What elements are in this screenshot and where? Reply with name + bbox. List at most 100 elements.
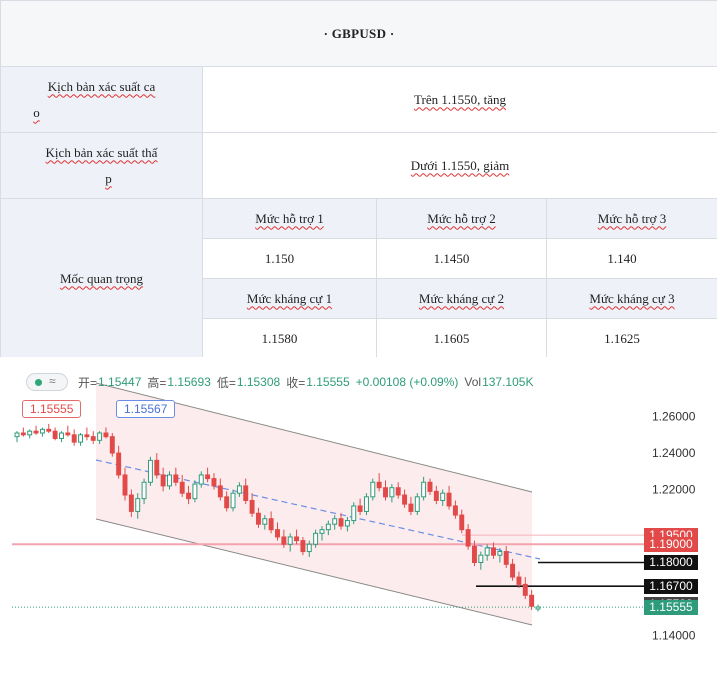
- candle-body: [376, 481, 382, 489]
- candle-body: [503, 551, 509, 565]
- y-tick-label: 1.22000: [652, 483, 696, 497]
- candle-body: [128, 494, 134, 512]
- candle-body: [478, 554, 484, 563]
- resistance-2-header: Mức kháng cự 2: [376, 278, 547, 319]
- key-levels-label: Mốc quan trọng: [0, 198, 203, 359]
- candle-body: [300, 540, 306, 553]
- candle-body: [383, 487, 388, 498]
- candle-body: [20, 432, 26, 436]
- candle-body: [414, 496, 420, 512]
- candle-body: [357, 505, 363, 512]
- ohlc-readout: 开= 1.15447 高= 1.15693 低= 1.15308 收= 1.15555 …: [78, 374, 539, 390]
- price-chart[interactable]: 1.26000 1.24000 1.22000 1.14000 ≈ 开= 1.15447…: [0, 357, 717, 678]
- price-tag: 1.19000: [644, 537, 698, 553]
- support-2-value: 1.1450: [376, 238, 547, 279]
- wave-icon: ≈: [49, 374, 56, 388]
- change-value: +0.00108 (+0.09%): [355, 375, 459, 389]
- candle-body: [52, 430, 58, 439]
- candle-body: [522, 583, 528, 596]
- candle-body: [535, 606, 541, 610]
- candle-body: [287, 536, 293, 545]
- candle-body: [211, 478, 217, 487]
- candle-body: [268, 518, 274, 531]
- resistance-1-header: Mức kháng cự 1: [202, 278, 377, 319]
- candle-body: [275, 529, 280, 538]
- low-prob-value: Dưới 1.1550, giảm: [201, 132, 717, 199]
- table-title: · GBPUSD ·: [0, 0, 717, 67]
- open-value: 1.15447: [98, 375, 142, 389]
- price-tag: 1.18000: [644, 555, 698, 571]
- candle-body: [71, 434, 77, 443]
- candle-body: [332, 518, 338, 525]
- candle-body: [205, 474, 211, 480]
- candle-body: [433, 490, 439, 501]
- candle-body: [236, 485, 242, 494]
- candle-body: [370, 481, 376, 498]
- live-dot-icon: [35, 379, 42, 386]
- candle-body: [484, 547, 490, 556]
- price-tag: 1.15555: [644, 600, 698, 616]
- channel-band: [96, 383, 532, 625]
- red-line-tag[interactable]: 1.15555: [22, 400, 82, 418]
- resistance-2-value: 1.1605: [376, 318, 547, 359]
- candle-body: [313, 532, 319, 545]
- candle-body: [179, 481, 185, 494]
- high-prob-value: Trên 1.1550, tăng: [201, 66, 717, 133]
- candle-body: [249, 499, 255, 514]
- resistance-3-header: Mức kháng cự 3: [545, 278, 717, 319]
- candle-body: [338, 518, 344, 527]
- candle-body: [14, 432, 20, 438]
- candle-body: [27, 430, 33, 436]
- candle-body: [255, 512, 261, 525]
- candle-body: [319, 529, 325, 534]
- candle-body: [97, 432, 103, 441]
- candle-body: [363, 496, 369, 512]
- candle-body: [421, 481, 427, 498]
- candle-body: [154, 459, 160, 476]
- candle-body: [465, 529, 471, 547]
- price-tag: 1.16700: [644, 579, 698, 595]
- candle-body: [116, 452, 122, 476]
- candle-body: [224, 496, 230, 509]
- candle-body: [402, 494, 408, 505]
- low-value: 1.15308: [236, 375, 281, 389]
- candle-body: [306, 543, 312, 553]
- candle-body: [281, 536, 287, 545]
- y-tick-label: 1.24000: [652, 446, 696, 460]
- candle-body: [192, 483, 198, 500]
- candle-body: [39, 428, 45, 434]
- candle-body: [84, 434, 90, 438]
- status-pill[interactable]: ≈: [26, 373, 68, 391]
- candle-body: [351, 505, 357, 522]
- candle-body: [186, 492, 192, 500]
- low-prob-label: Kịch bản xác suất thấ p: [0, 132, 203, 199]
- candle-body: [217, 485, 223, 498]
- candle-body: [141, 481, 147, 500]
- candle-body: [78, 434, 84, 443]
- high-prob-label: Kịch bản xác suất ca o: [0, 66, 203, 133]
- blue-line-tag[interactable]: 1.15567: [116, 400, 176, 418]
- candle-body: [33, 430, 39, 434]
- high-value: 1.15693: [167, 375, 211, 389]
- candle-body: [344, 520, 350, 527]
- candle-body: [471, 545, 477, 563]
- y-tick-label: 1.26000: [652, 410, 696, 424]
- candle-body: [452, 505, 458, 516]
- candle-body: [230, 492, 236, 509]
- candle-body: [135, 498, 141, 512]
- y-tick-label: 1.14000: [652, 628, 696, 642]
- close-label: 收=: [286, 375, 306, 390]
- candle-body: [510, 563, 516, 578]
- candle-body: [103, 432, 109, 438]
- scenario-table: · GBPUSD · Kịch bản xác suất ca o Trên 1.…: [0, 0, 717, 359]
- candle-body: [167, 474, 172, 487]
- candle-body: [491, 547, 496, 556]
- candle-body: [46, 428, 52, 432]
- candle-body: [516, 576, 522, 585]
- candle-body: [147, 459, 153, 483]
- candle-body: [459, 514, 465, 531]
- close-value: 1.15555: [306, 375, 350, 389]
- resistance-1-value: 1.1580: [202, 318, 377, 359]
- support-3-value: 1.140: [545, 238, 717, 279]
- candle-body: [65, 432, 71, 436]
